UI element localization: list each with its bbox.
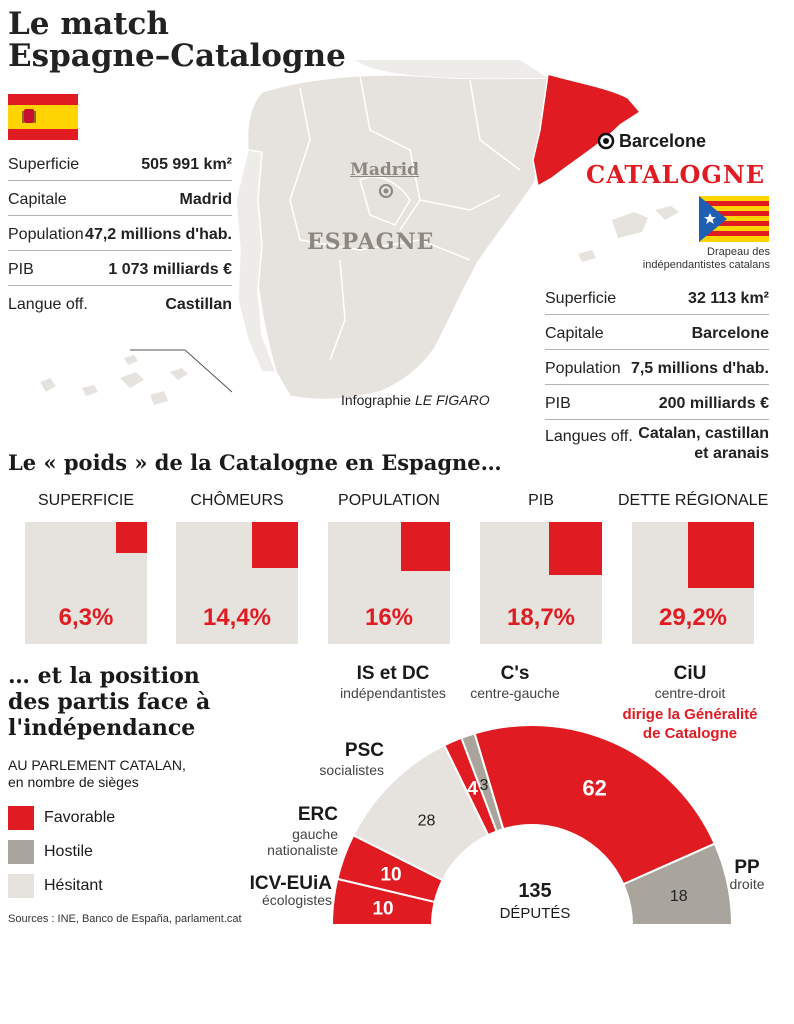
party-isdc: IS et DC indépendantistes: [340, 663, 446, 701]
legend-swatch: [8, 874, 34, 898]
seat-value: 62: [582, 776, 606, 801]
weight-fill: [401, 522, 450, 571]
weight-category-label: CHÔMEURS: [190, 492, 284, 509]
weight-fill: [251, 522, 298, 569]
legend-hesitant: Hésitant: [8, 874, 103, 898]
madrid-label: Madrid: [350, 160, 420, 180]
weight-category-label: PIB: [528, 492, 554, 509]
espagne-label: ESPAGNE: [307, 229, 435, 255]
weight-fill: [116, 522, 147, 553]
total-label: DÉPUTÉS: [499, 905, 571, 922]
portugal-shape: [235, 149, 278, 373]
weight-heading: Le « poids » de la Catalogne en Espagne…: [8, 450, 502, 475]
barcelone-label: Barcelone: [619, 131, 707, 151]
estelada-flag-icon: [699, 196, 769, 242]
seat-value: 28: [418, 812, 436, 829]
weight-square: 29,2%: [632, 522, 754, 644]
weight-category-label: DETTE RÉGIONALE: [618, 492, 769, 509]
weight-category-label: SUPERFICIE: [37, 492, 134, 509]
catalonia-stat-row: Langues off. Catalan, castillan et arana…: [545, 425, 769, 462]
party-psc: PSC socialistes: [319, 740, 384, 778]
weight-value: 18,7%: [506, 604, 576, 631]
legend-swatch: [8, 806, 34, 830]
spain-flag-icon: [8, 94, 78, 140]
weight-square: 18,7%: [480, 522, 602, 644]
party-ciu: CiU centre-droit dirige la Généralité de…: [622, 663, 758, 742]
catalonia-shape: [532, 73, 642, 188]
catalogne-label: CATALOGNE: [586, 160, 766, 189]
legend-hostile: Hostile: [8, 840, 93, 864]
infographic-credit: Infographie LE FIGARO: [341, 392, 490, 408]
weight-category-label: POPULATION: [338, 492, 440, 509]
catalonia-stat-row: Capitale Barcelone: [545, 315, 769, 350]
weight-value: 29,2%: [658, 604, 728, 631]
total-seats: 135: [518, 880, 552, 902]
spain-map: [40, 60, 679, 405]
parliament-caption: AU PARLEMENT CATALAN, en nombre de siège…: [8, 757, 186, 790]
weight-fill: [688, 522, 754, 588]
seat-value: 3: [480, 777, 489, 794]
weight-square: 14,4%: [176, 522, 298, 644]
catalonia-stat-row: Superficie 32 113 km²: [545, 280, 769, 315]
position-heading: … et la position des partis face à l'ind…: [8, 663, 211, 741]
france-shape: [355, 60, 548, 79]
seat-value: 4: [467, 778, 478, 799]
legend-favorable: Favorable: [8, 806, 115, 830]
catalonia-stat-row: PIB 200 milliards €: [545, 385, 769, 420]
seat-value: 18: [670, 888, 688, 905]
party-pp: PP droite: [729, 857, 765, 892]
weight-value: 6,3%: [58, 604, 114, 631]
weight-fill: [549, 522, 602, 575]
region-borders: [289, 75, 521, 361]
weight-square: 16%: [328, 522, 450, 644]
spain-stat-row: Capitale Madrid: [8, 181, 232, 216]
balearic-islands: [578, 206, 679, 262]
seat-slice: [473, 724, 717, 886]
sources: Sources : INE, Banco de España, parlamen…: [8, 913, 242, 925]
spain-stat-row: Population 47,2 millions d'hab.: [8, 216, 232, 251]
madrid-marker: [379, 184, 393, 198]
seat-slice: [622, 842, 734, 926]
spain-stat-row: PIB 1 073 milliards €: [8, 251, 232, 286]
party-icv: ICV-EUiA écologistes: [249, 873, 332, 908]
spain-stat-row: Langue off. Castillan: [8, 296, 232, 313]
spain-stat-row: Superficie 505 991 km²: [8, 146, 232, 181]
party-cs: C's centre-gauche: [470, 663, 560, 701]
seat-value: 10: [380, 865, 401, 886]
weight-square: 6,3%: [25, 522, 147, 644]
page-title: Le match Espagne–Catalogne: [8, 6, 346, 74]
catalonia-stat-row: Population 7,5 millions d'hab.: [545, 350, 769, 385]
party-erc: ERC gauche nationaliste: [267, 804, 338, 858]
seat-value: 10: [372, 899, 393, 920]
flag-caption: Drapeau des indépendantistes catalans: [642, 246, 770, 271]
legend-swatch: [8, 840, 34, 864]
weight-value: 16%: [364, 604, 414, 631]
weight-value: 14,4%: [202, 604, 272, 631]
